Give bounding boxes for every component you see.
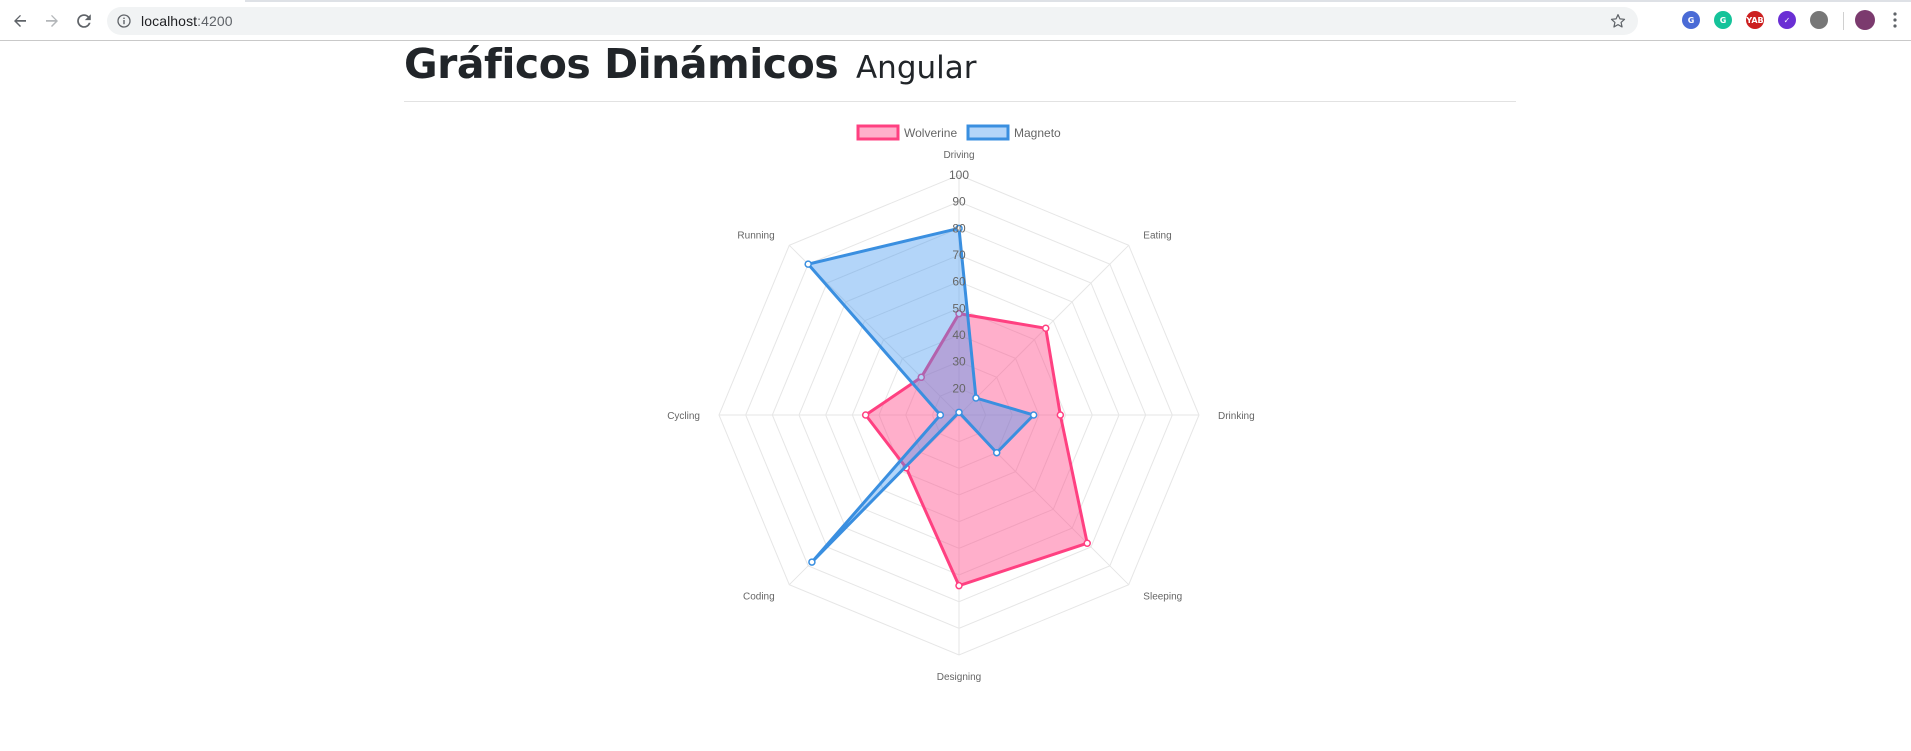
back-arrow-icon [14, 15, 26, 27]
tick-label: 40 [952, 328, 966, 342]
info-icon[interactable] [117, 14, 131, 28]
url-host: localhost [141, 13, 198, 29]
tick-label: 50 [952, 301, 966, 315]
category-label-drinking: Drinking [1218, 411, 1255, 422]
category-label-designing: Designing [937, 672, 981, 683]
category-label-driving: Driving [943, 150, 974, 161]
data-point-wolverine-designing [955, 581, 963, 590]
data-point-wolverine-eating [1041, 324, 1050, 333]
data-point-magneto-coding [808, 558, 816, 566]
category-label-cycling: Cycling [667, 411, 700, 422]
grammarly-extension-icon-glyph: G [1719, 15, 1727, 25]
forward-arrow-icon [46, 15, 58, 27]
legend-label-wolverine: Wolverine [904, 126, 957, 140]
page-title-main: Gráficos Dinámicos [404, 40, 839, 88]
category-label-eating: Eating [1143, 231, 1171, 242]
page-subtitle: Angular [855, 50, 977, 86]
cycling-extension-icon[interactable] [1810, 11, 1828, 29]
title-divider [404, 101, 1516, 102]
data-point-wolverine-drinking [1056, 411, 1065, 419]
tick-label: 60 [952, 275, 966, 289]
tick-label: 100 [949, 168, 969, 182]
chart-legend: Wolverine Magneto [856, 124, 1061, 141]
toolbar-separator [1843, 12, 1844, 30]
data-point-magneto-cycling [936, 411, 945, 419]
legend-swatch-wolverine[interactable] [856, 124, 900, 141]
bookmark-star-icon[interactable] [1610, 13, 1626, 29]
data-point-magneto-driving [955, 224, 963, 233]
tick-label: 80 [952, 221, 966, 235]
category-label-running: Running [737, 231, 774, 242]
data-point-wolverine-cycling [861, 411, 870, 419]
check-extension-icon[interactable]: ✓ [1778, 11, 1796, 29]
forward-button[interactable] [39, 8, 65, 34]
data-point-magneto-drinking [1029, 411, 1038, 419]
profile-avatar[interactable] [1855, 10, 1875, 30]
tick-label: 70 [952, 248, 966, 262]
translate-extension-icon[interactable]: G [1682, 11, 1700, 29]
yab-extension-icon[interactable]: YAB [1746, 11, 1764, 29]
menu-dots-icon[interactable] [1893, 12, 1897, 28]
tick-label: 30 [952, 355, 966, 369]
url-port: :4200 [197, 13, 233, 29]
legend-swatch-magneto[interactable] [966, 124, 1010, 141]
url-text[interactable]: localhost:4200 [141, 13, 233, 29]
data-point-wolverine-running [917, 373, 926, 382]
data-point-wolverine-sleeping [1083, 539, 1091, 547]
page-title: Gráficos Dinámicos Angular [404, 38, 977, 94]
browser-toolbar: localhost:4200 G G YAB ✓ [0, 0, 1911, 41]
category-label-sleeping: Sleeping [1143, 591, 1182, 602]
data-point-magneto-eating [972, 394, 980, 402]
address-bar[interactable]: localhost:4200 [107, 7, 1638, 35]
translate-extension-icon-glyph: G [1687, 15, 1695, 25]
tick-label: 90 [952, 195, 966, 209]
back-button[interactable] [7, 8, 33, 34]
legend-label-magneto: Magneto [1014, 126, 1061, 140]
tick-label: 20 [952, 381, 966, 395]
grammarly-extension-icon[interactable]: G [1714, 11, 1732, 29]
data-point-magneto-sleeping [992, 448, 1001, 457]
category-label-coding: Coding [743, 591, 775, 602]
series-magneto [804, 224, 1038, 566]
tab-strip [0, 0, 1911, 2]
check-extension-icon-glyph: ✓ [1783, 15, 1791, 25]
active-tab[interactable] [0, 0, 245, 2]
data-point-magneto-running [804, 260, 812, 268]
data-point-magneto-designing [955, 408, 963, 417]
data-point-wolverine-driving [955, 309, 963, 318]
yab-extension-icon-glyph: YAB [1746, 15, 1764, 25]
